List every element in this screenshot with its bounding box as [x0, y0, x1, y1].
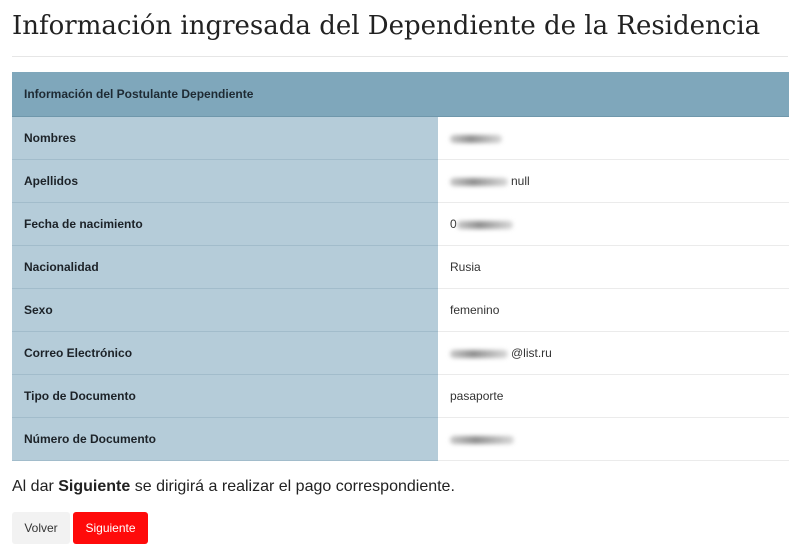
row-label-apellidos: Apellidos — [12, 159, 438, 203]
table-row: Tipo de Documento pasaporte — [12, 374, 789, 418]
redacted-value — [450, 435, 514, 444]
table-row: Nombres — [12, 116, 789, 160]
redacted-value — [450, 177, 508, 186]
row-label-tipo-documento: Tipo de Documento — [12, 374, 438, 418]
table-row: Sexo femenino — [12, 288, 789, 332]
row-value-tipo-documento: pasaporte — [438, 374, 789, 418]
table-row: Fecha de nacimiento 0 — [12, 202, 789, 246]
payment-notice: Al dar Siguiente se dirigirá a realizar … — [12, 476, 455, 498]
next-button[interactable]: Siguiente — [73, 512, 148, 544]
table-header-row: Información del Postulante Dependiente — [12, 72, 789, 117]
row-label-nacionalidad: Nacionalidad — [12, 245, 438, 289]
row-value-numero-documento — [438, 417, 789, 461]
applicant-info-table: Información del Postulante Dependiente N… — [12, 72, 789, 461]
table-row: Número de Documento — [12, 417, 789, 461]
fecha-visible-text: 0 — [450, 217, 457, 231]
row-label-correo: Correo Electrónico — [12, 331, 438, 375]
row-value-correo: @list.ru — [438, 331, 789, 375]
row-value-nacionalidad: Rusia — [438, 245, 789, 289]
row-label-fecha-nacimiento: Fecha de nacimiento — [12, 202, 438, 246]
notice-suffix: se dirigirá a realizar el pago correspon… — [134, 478, 455, 495]
table-row: Correo Electrónico @list.ru — [12, 331, 789, 375]
table-row: Apellidos null — [12, 159, 789, 203]
row-value-fecha-nacimiento: 0 — [438, 202, 789, 246]
back-button[interactable]: Volver — [12, 512, 70, 544]
row-label-sexo: Sexo — [12, 288, 438, 332]
notice-emphasis: Siguiente — [58, 478, 131, 495]
row-label-nombres: Nombres — [12, 116, 438, 160]
redacted-value — [456, 220, 513, 229]
row-label-numero-documento: Número de Documento — [12, 417, 438, 461]
redacted-value — [450, 134, 502, 143]
notice-prefix: Al dar — [12, 478, 54, 495]
table-header: Información del Postulante Dependiente — [12, 72, 789, 117]
correo-visible-text: @list.ru — [511, 346, 552, 360]
row-value-nombres — [438, 116, 789, 160]
apellidos-visible-text: null — [511, 174, 530, 188]
row-value-apellidos: null — [438, 159, 789, 203]
redacted-value — [450, 349, 508, 358]
title-divider — [12, 56, 788, 57]
page-title: Información ingresada del Dependiente de… — [12, 11, 761, 41]
table-row: Nacionalidad Rusia — [12, 245, 789, 289]
row-value-sexo: femenino — [438, 288, 789, 332]
